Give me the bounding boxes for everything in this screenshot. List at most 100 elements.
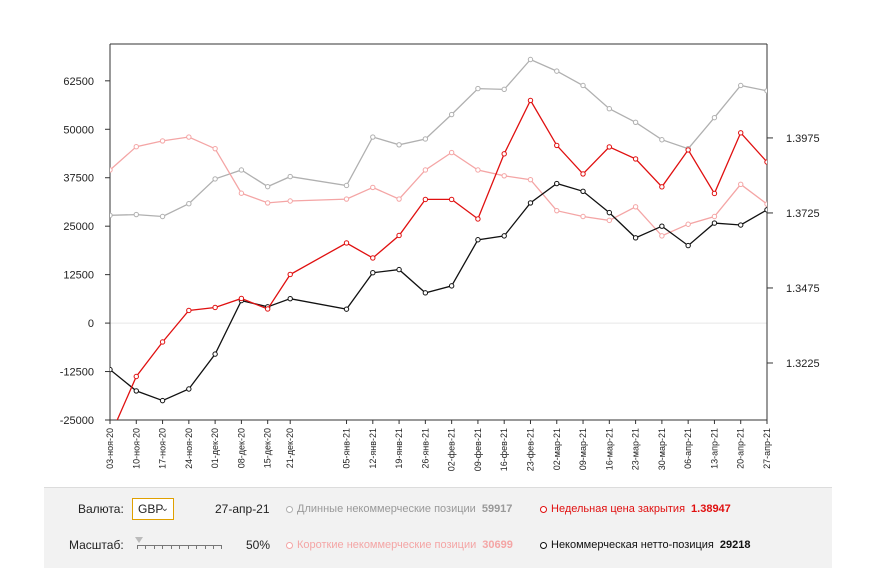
series-point: [422, 167, 429, 173]
legend-price[interactable]: Недельная цена закрытия 1.38947: [540, 503, 731, 515]
x-tick-label: 03-ноя-20: [105, 428, 115, 469]
series-point: [343, 182, 350, 189]
series-point: [287, 271, 293, 278]
series-point: [527, 176, 534, 183]
tick-layer: 62500 50000 37500 25000 12500 0 -12500 -25000 1.…: [60, 76, 820, 471]
scale-label: Масштаб:: [69, 538, 124, 552]
x-tick-label: 08-дек-20: [236, 428, 246, 468]
series-point: [370, 270, 376, 276]
series-point: [110, 167, 113, 173]
x-tick-label: 27-апр-21: [762, 428, 772, 469]
x-tick-label: 16-мар-21: [604, 428, 614, 470]
series-point: [159, 339, 166, 345]
series-point: [186, 386, 192, 392]
scale-slider[interactable]: [135, 537, 222, 550]
slider-tick: [171, 545, 172, 549]
slider-tick: [213, 545, 214, 549]
left-tick-label: 0: [88, 318, 94, 330]
legend-net-marker: [540, 541, 547, 549]
series-point: [632, 156, 639, 162]
series-point: [764, 201, 767, 207]
series-point: [396, 232, 402, 239]
series-point: [343, 306, 350, 312]
series-point: [159, 213, 166, 220]
series-3: [116, 97, 767, 420]
left-tick-label: 62500: [63, 76, 94, 88]
x-tick-label: 23-мар-21: [631, 428, 641, 470]
series-point: [764, 207, 767, 213]
series-point: [764, 88, 767, 94]
series-point: [186, 134, 192, 140]
series-2: [110, 180, 767, 404]
right-tick-label: 1.3225: [786, 358, 820, 370]
series-point: [501, 86, 507, 93]
x-tick-label: 01-дек-20: [210, 428, 220, 468]
series-point: [238, 167, 245, 173]
legend-long-label: Длинные некоммерческие позиции: [297, 503, 476, 515]
series-point: [212, 351, 218, 357]
series-0: [110, 56, 767, 220]
series-point: [606, 106, 613, 112]
series-point: [475, 85, 481, 92]
slider-tick: [154, 545, 155, 549]
series-point: [580, 213, 586, 220]
series-point: [343, 196, 350, 202]
left-tick-label: 50000: [63, 124, 94, 136]
left-tick-label: 12500: [63, 270, 94, 282]
x-tick-label: 26-янв-21: [420, 428, 430, 469]
x-tick-label: 24-ноя-20: [184, 428, 194, 469]
series-point: [527, 200, 534, 206]
series-point: [422, 136, 429, 142]
legend-net[interactable]: Некоммерческая нетто-позиция 29218: [540, 539, 750, 551]
series-point: [685, 242, 691, 249]
series-point: [685, 147, 691, 153]
series-point: [159, 397, 166, 404]
series-point: [738, 222, 744, 228]
legend-short[interactable]: Короткие некоммерческие позиции 30699: [286, 539, 513, 551]
legend-long-marker: [286, 505, 293, 513]
currency-select[interactable]: GBP ⌄: [132, 498, 174, 520]
slider-tick: [188, 545, 189, 549]
x-tick-label: 02-мар-21: [552, 428, 562, 470]
series-point: [711, 114, 718, 121]
series-point: [133, 388, 139, 394]
series-line: [110, 182, 767, 402]
series-point: [370, 134, 376, 140]
controls-panel: [44, 487, 832, 568]
x-tick-label: 12-янв-21: [368, 428, 378, 469]
series-point: [764, 159, 767, 165]
legend-long-value: 59917: [481, 503, 513, 515]
legend-price-value: 1.38947: [691, 503, 731, 515]
series-point: [606, 209, 613, 216]
x-tick-label: 20-апр-21: [736, 428, 746, 469]
series-point: [238, 190, 245, 196]
slider-tick: [145, 545, 146, 549]
currency-value: GBP: [138, 502, 164, 516]
legend-short-value: 30699: [482, 539, 513, 551]
slider-tick: [162, 545, 163, 549]
x-tick-label: 13-апр-21: [709, 428, 719, 469]
scale-slider-thumb[interactable]: [135, 537, 143, 543]
series-point: [606, 144, 613, 150]
chevron-down-icon: ⌄: [160, 503, 169, 514]
slider-tick: [196, 545, 197, 549]
series-point: [396, 266, 402, 273]
slider-tick: [179, 545, 180, 549]
series-point: [475, 167, 481, 173]
series-point: [159, 138, 166, 144]
series-point: [659, 184, 665, 190]
series-point: [448, 111, 455, 118]
series-point: [370, 255, 376, 261]
series-point: [632, 235, 639, 241]
series-line: [110, 136, 767, 237]
series-point: [287, 173, 293, 180]
series-layer: [110, 56, 767, 420]
legend-long[interactable]: Длинные некоммерческие позиции 59917: [286, 503, 512, 515]
axis-layer: [105, 43, 773, 424]
series-1: [110, 134, 767, 239]
series-point: [287, 198, 293, 204]
right-tick-label: 1.3475: [786, 283, 820, 295]
series-line: [116, 99, 767, 420]
series-point: [738, 130, 744, 136]
series-point: [110, 212, 113, 219]
